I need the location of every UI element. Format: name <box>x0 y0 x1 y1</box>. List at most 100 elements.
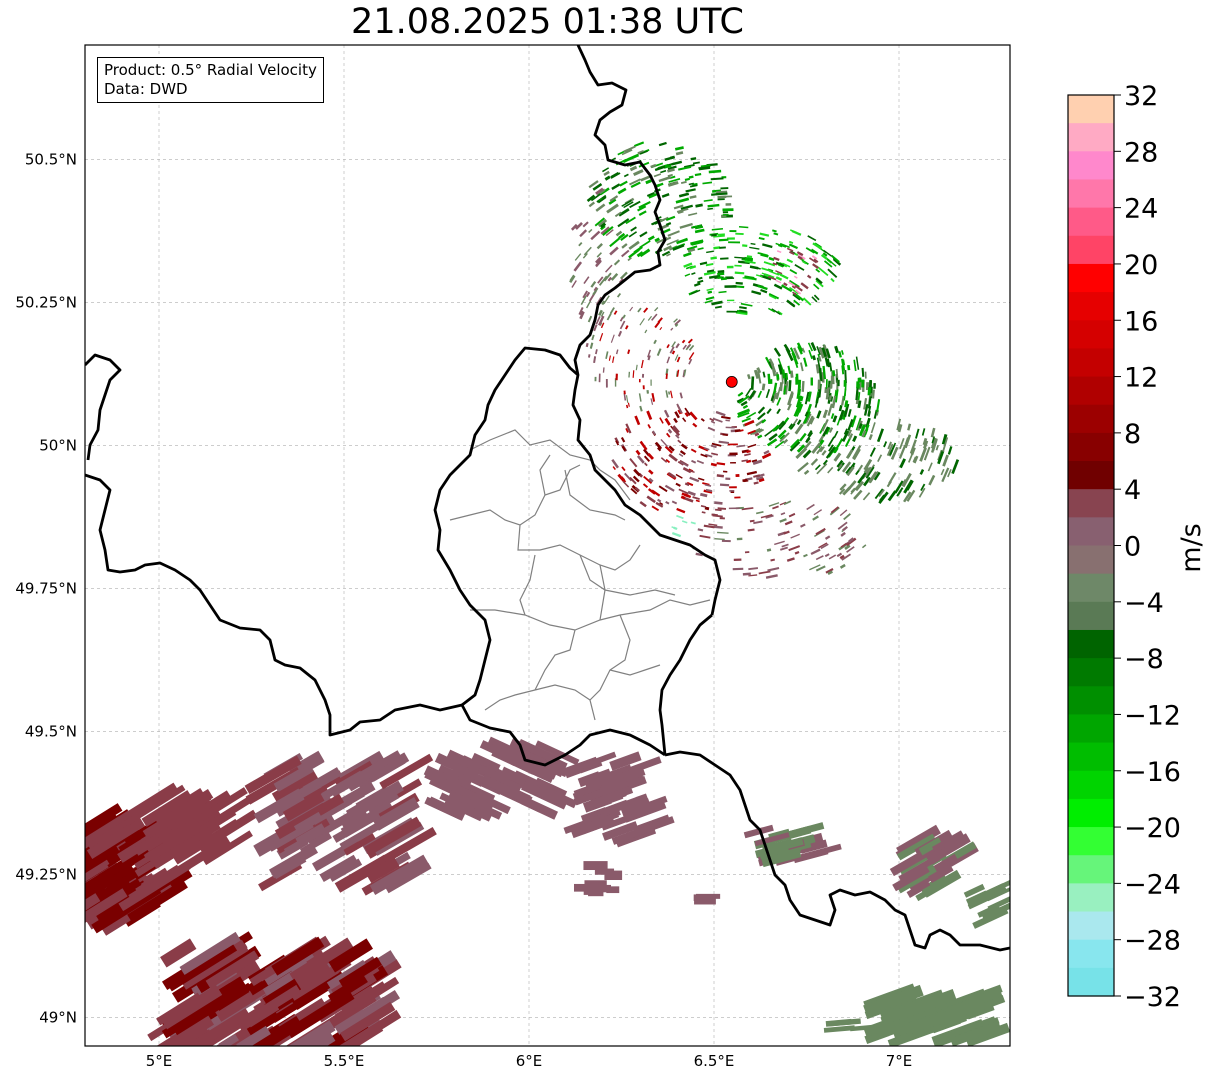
echo-cell <box>738 395 750 404</box>
echo-cell <box>872 389 875 399</box>
echo-cell <box>584 880 607 890</box>
echo-cell <box>781 369 786 379</box>
echo-cell <box>682 344 687 350</box>
echo-cell <box>800 523 806 528</box>
echo-cell <box>588 354 591 358</box>
echo-cell <box>729 490 735 492</box>
echo-cell <box>326 959 368 990</box>
echo-cell <box>657 317 663 324</box>
echo-cell <box>688 358 693 365</box>
echo-cell <box>802 260 807 265</box>
echo-cell <box>672 425 680 434</box>
echo-cell <box>806 403 813 415</box>
echo-cell <box>794 263 805 271</box>
echo-cell <box>709 417 715 422</box>
echo-cell <box>725 203 732 206</box>
colorbar-cell <box>1068 798 1114 828</box>
echo-cell <box>625 404 629 409</box>
echo-cell <box>822 365 827 380</box>
echo-cell <box>579 814 614 835</box>
echo-cell <box>680 443 688 450</box>
echo-cell <box>638 200 651 209</box>
echo-cell <box>299 832 332 855</box>
echo-cell <box>677 460 684 466</box>
echo-cell <box>723 470 728 473</box>
echo-cell <box>753 369 760 379</box>
echo-cell <box>711 233 717 237</box>
echo-cell <box>624 325 629 330</box>
echo-cell <box>812 355 816 361</box>
echo-cell <box>788 545 801 552</box>
echo-cell <box>758 570 771 575</box>
echo-cell <box>843 513 851 521</box>
radar-site-marker[interactable] <box>725 376 738 388</box>
echo-cell <box>855 356 860 370</box>
echo-cell <box>906 880 931 898</box>
echo-cell <box>617 330 623 337</box>
echo-cell <box>656 182 664 188</box>
echo-cell <box>597 218 608 228</box>
echo-cell <box>796 342 804 353</box>
echo-cell <box>858 424 866 437</box>
echo-cell <box>625 395 629 403</box>
echo-cell <box>202 830 253 866</box>
echo-cell <box>691 241 703 246</box>
echo-cell <box>578 306 584 315</box>
echo-cell <box>747 429 756 435</box>
echo-cell <box>758 237 765 241</box>
echo-cell <box>761 267 772 272</box>
colorbar-cell <box>1068 263 1114 293</box>
echo-cell <box>638 161 650 168</box>
echo-cell <box>593 356 597 364</box>
echo-cell <box>739 306 747 310</box>
echo-cell <box>583 768 613 787</box>
echo-cell <box>710 444 717 449</box>
echo-cell <box>833 430 839 439</box>
echo-cell <box>698 276 703 280</box>
echo-cell <box>852 435 858 443</box>
lon-tick-label: 5.5°E <box>324 1052 365 1070</box>
echo-cell <box>275 1020 336 1046</box>
echo-cell <box>747 443 757 448</box>
echo-cell <box>810 548 821 556</box>
echo-cell <box>736 444 746 448</box>
echo-cell <box>630 487 638 495</box>
echo-cell <box>863 403 869 416</box>
echo-cell <box>720 277 727 281</box>
echo-cell <box>703 489 713 494</box>
echo-cell <box>682 496 694 503</box>
echo-cell <box>683 262 693 268</box>
echo-cell <box>791 284 797 289</box>
echo-cell <box>666 432 671 438</box>
echo-cell <box>647 424 651 429</box>
echo-cell <box>742 404 749 410</box>
echo-cell <box>85 893 101 921</box>
echo-cell <box>639 500 647 508</box>
echo-cell <box>789 250 795 255</box>
echo-cell <box>792 293 801 301</box>
echo-cell <box>733 558 742 561</box>
echo-cell <box>677 439 682 444</box>
echo-cell <box>729 452 738 456</box>
echo-cell <box>767 275 777 281</box>
echo-cell <box>803 469 810 475</box>
echo-cell <box>689 469 695 474</box>
echo-cell <box>802 449 812 459</box>
echo-cell <box>609 307 615 314</box>
echo-cell <box>160 938 197 968</box>
echo-cell <box>676 207 689 213</box>
echo-cell <box>673 204 684 210</box>
echo-cell <box>291 1031 336 1046</box>
echo-cell <box>370 750 402 773</box>
echo-cell <box>328 938 373 973</box>
echo-cell <box>614 378 617 387</box>
echo-cell <box>919 469 925 475</box>
echo-cell <box>827 570 833 576</box>
echo-cell <box>766 408 772 415</box>
map-area[interactable] <box>47 45 1026 1075</box>
echo-cell <box>729 230 737 233</box>
echo-cell <box>711 452 719 456</box>
colorbar-cell <box>1068 545 1114 575</box>
echo-cell <box>599 187 610 196</box>
echo-cell <box>813 258 819 263</box>
